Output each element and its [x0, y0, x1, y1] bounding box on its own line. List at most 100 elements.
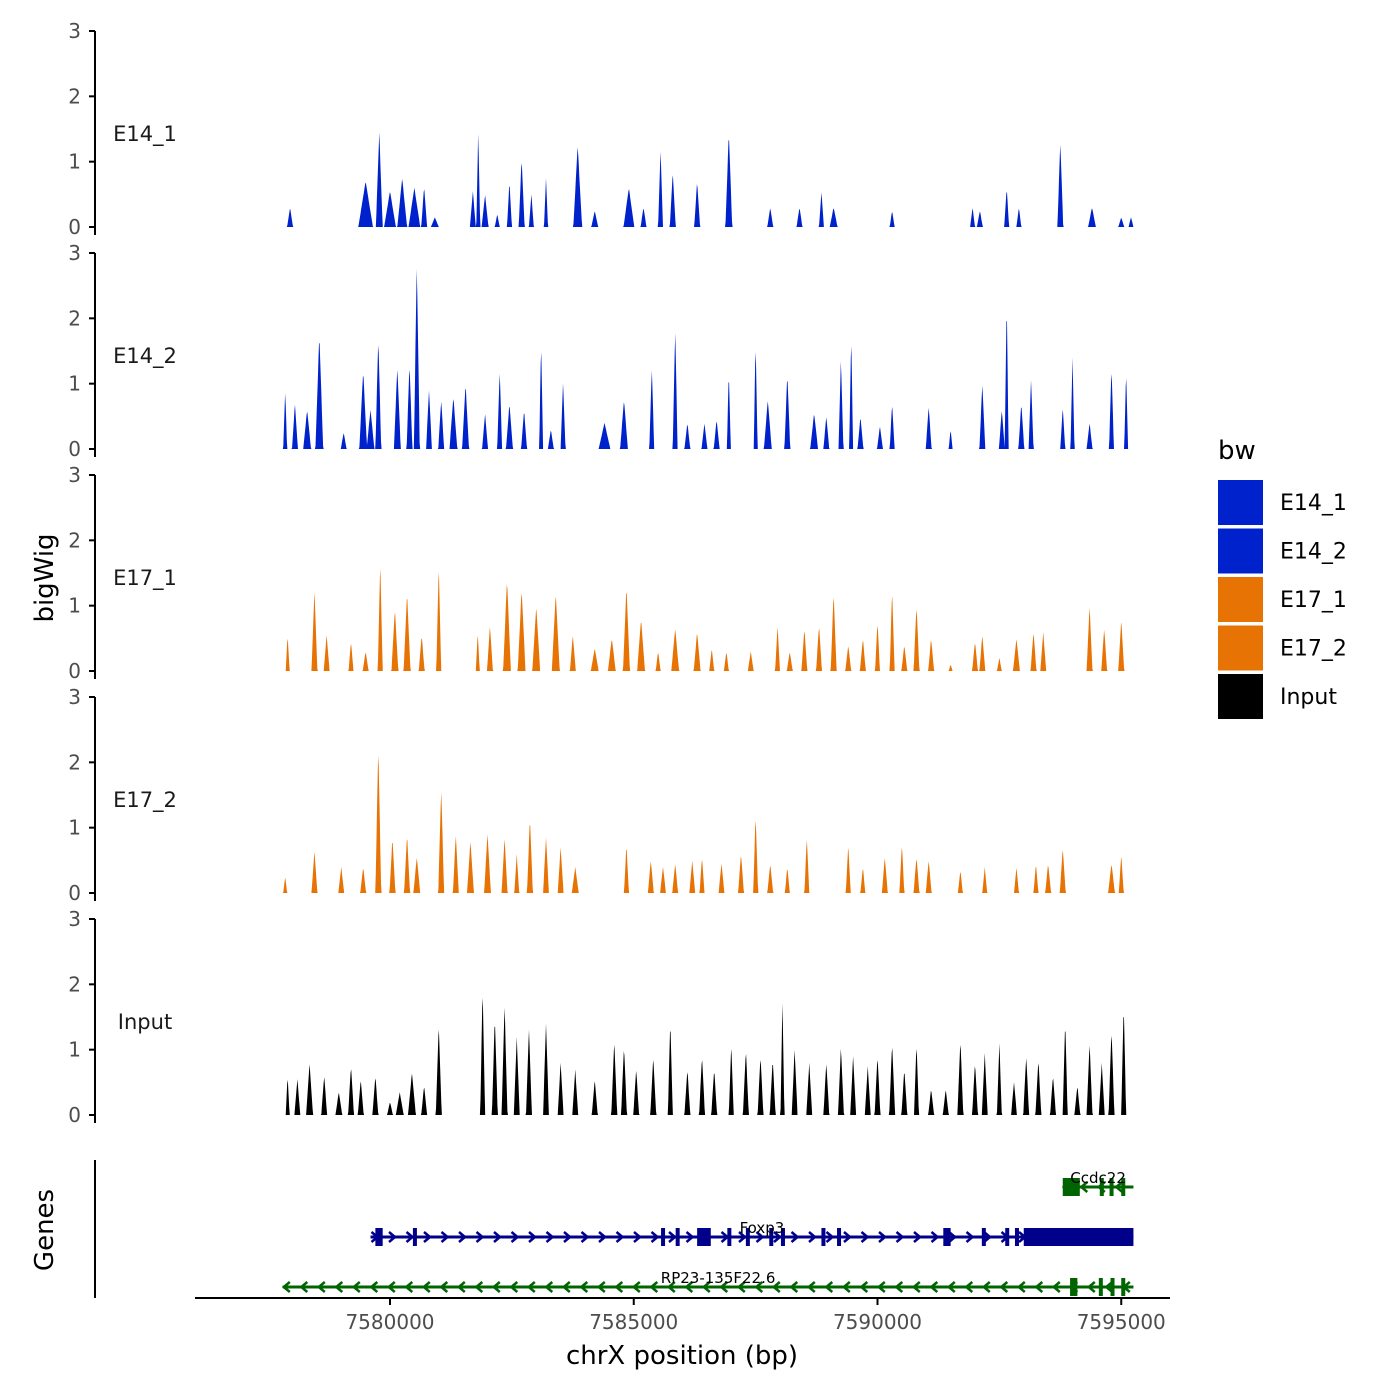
y-tick-label: 0: [68, 881, 81, 905]
exon: [661, 1228, 666, 1246]
y-tick-label: 3: [68, 907, 81, 931]
strand-arrow: [790, 1231, 800, 1243]
strand-arrow: [736, 1281, 746, 1293]
strand-arrow: [913, 1231, 922, 1243]
strand-arrow: [650, 1231, 660, 1243]
legend-swatch-e14-1: [1218, 480, 1263, 525]
strand-arrow: [1034, 1281, 1044, 1293]
strand-arrow: [458, 1231, 467, 1243]
strand-arrow: [579, 1281, 589, 1293]
strand-arrow: [545, 1231, 555, 1243]
y-tick-label: 0: [68, 1103, 81, 1127]
exon: [727, 1228, 732, 1246]
panel-e17-2: 0 1 2 3 E17_2: [68, 685, 1134, 905]
legend-swatch-e17-2: [1218, 625, 1263, 671]
panel-input: 0 1 2 3 Input: [68, 907, 1134, 1127]
x-tick-label: 7580000: [345, 1310, 434, 1334]
x-tick-label: 7590000: [833, 1310, 922, 1334]
y-tick-label: 2: [68, 84, 81, 108]
signal-area-e17-1: [282, 568, 1134, 671]
strand-arrow: [528, 1231, 537, 1243]
legend: bw E14_1 E14_2 E17_1 E17_2 Input: [1218, 436, 1347, 719]
strand-arrow: [983, 1231, 992, 1243]
strand-arrow: [771, 1281, 781, 1293]
y-tick-label: 2: [68, 306, 81, 330]
strand-arrow: [668, 1231, 677, 1243]
exon: [675, 1228, 680, 1246]
gene-label: Ccdc22: [1070, 1169, 1126, 1187]
exon: [1005, 1228, 1010, 1246]
gene-ccdc22: Ccdc22: [1061, 1169, 1134, 1196]
signal-panels: 0 1 2 3 E14_1 0 1 2 3 E14_2 0 1 2 3 E17_1 0 1 2 3 E17_2 0 1 2 3…: [68, 19, 1134, 1127]
strand-arrow: [456, 1281, 466, 1293]
genes-panel: Ccdc22 Foxp3 RP23-135F22.6: [94, 1160, 1134, 1298]
strand-arrow: [596, 1281, 606, 1293]
exon: [981, 1228, 986, 1246]
strand-arrow: [510, 1231, 520, 1243]
strand-arrow: [859, 1281, 869, 1293]
panel-e14-2: 0 1 2 3 E14_2: [68, 241, 1134, 461]
legend-label-e17-1: E17_1: [1280, 588, 1347, 613]
exon: [1109, 1178, 1114, 1196]
strand-arrow: [388, 1231, 397, 1243]
strand-arrow: [369, 1281, 379, 1293]
gene-foxp3: Foxp3: [370, 1219, 1134, 1246]
track-label-e17-2: E17_2: [113, 788, 177, 813]
y-tick-label: 3: [68, 241, 81, 265]
y-tick-label: 2: [68, 972, 81, 996]
exon: [745, 1228, 750, 1246]
track-label-input: Input: [118, 1010, 172, 1034]
exon: [1062, 1178, 1080, 1196]
strand-arrow: [563, 1231, 572, 1243]
signal-area-e14-1: [282, 132, 1134, 227]
strand-arrow: [421, 1281, 431, 1293]
strand-arrow: [580, 1231, 590, 1243]
exon: [837, 1228, 842, 1246]
strand-arrow: [964, 1281, 974, 1293]
y-tick-label: 0: [68, 215, 81, 239]
strand-arrow: [316, 1281, 326, 1293]
x-axis-title: chrX position (bp): [566, 1341, 798, 1371]
y-tick-label: 3: [68, 685, 81, 709]
strand-arrow: [755, 1231, 765, 1243]
track-label-e14-2: E14_2: [113, 344, 177, 369]
strand-arrow: [738, 1231, 747, 1243]
y-tick-label: 1: [68, 372, 81, 396]
exon: [1014, 1228, 1019, 1246]
strand-arrow: [561, 1281, 571, 1293]
exon: [821, 1228, 826, 1246]
strand-arrow: [598, 1231, 607, 1243]
strand-arrow: [631, 1281, 641, 1293]
strand-arrow: [351, 1281, 361, 1293]
strand-arrow: [965, 1231, 975, 1243]
genes-axis-title: Genes: [30, 1189, 60, 1271]
legend-swatch-input: [1218, 674, 1263, 719]
y-tick-label: 2: [68, 750, 81, 774]
exon: [1121, 1178, 1126, 1196]
panel-e14-1: 0 1 2 3 E14_1: [68, 19, 1134, 239]
exon: [697, 1228, 711, 1246]
strand-arrow: [876, 1281, 886, 1293]
strand-arrow: [684, 1281, 694, 1293]
strand-arrow: [999, 1281, 1009, 1293]
strand-arrow: [475, 1231, 485, 1243]
y-tick-label: 0: [68, 437, 81, 461]
strand-arrow: [493, 1231, 502, 1243]
strand-arrow: [281, 1281, 291, 1293]
y-tick-label: 0: [68, 659, 81, 683]
strand-arrow: [843, 1231, 852, 1243]
strand-arrow: [754, 1281, 764, 1293]
strand-arrow: [824, 1281, 834, 1293]
y-tick-label: 1: [68, 816, 81, 840]
strand-arrow: [878, 1231, 887, 1243]
track-label-e17-1: E17_1: [113, 566, 177, 591]
exon: [943, 1228, 951, 1246]
exon: [1070, 1278, 1078, 1296]
strand-arrow: [439, 1281, 449, 1293]
strand-arrow: [526, 1281, 536, 1293]
strand-arrow: [701, 1281, 711, 1293]
strand-arrow: [404, 1281, 414, 1293]
y-tick-label: 3: [68, 19, 81, 43]
y-axis-title: bigWig: [30, 533, 60, 622]
